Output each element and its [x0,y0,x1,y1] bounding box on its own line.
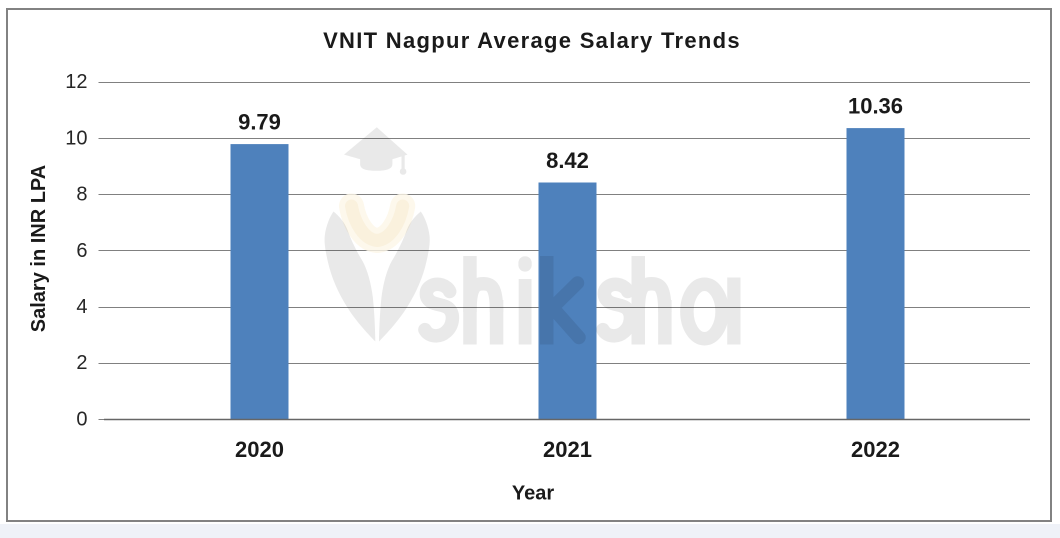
svg-text:0: 0 [76,408,87,430]
svg-text:9.79: 9.79 [238,110,281,135]
svg-text:2: 2 [76,352,87,374]
svg-text:8.42: 8.42 [546,148,589,173]
svg-text:12: 12 [65,71,87,93]
svg-text:10.36: 10.36 [848,94,903,119]
svg-text:Salary in INR LPA: Salary in INR LPA [28,165,50,332]
svg-text:8: 8 [76,184,87,206]
svg-text:Year: Year [512,482,554,504]
svg-text:6: 6 [76,240,87,262]
svg-text:2022: 2022 [851,437,900,462]
svg-text:4: 4 [76,296,87,318]
svg-text:10: 10 [65,127,87,149]
svg-text:2020: 2020 [235,437,284,462]
svg-text:2021: 2021 [543,437,592,462]
svg-text:VNIT Nagpur Average Salary Tre: VNIT Nagpur Average Salary Trends [323,28,741,53]
